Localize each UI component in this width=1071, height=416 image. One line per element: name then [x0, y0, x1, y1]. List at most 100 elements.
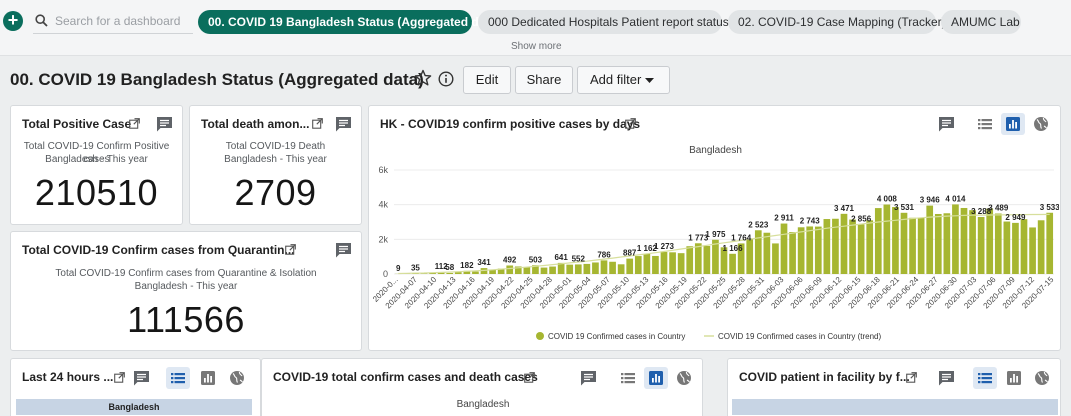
external-link-icon[interactable] [906, 372, 917, 383]
comment-icon[interactable] [938, 116, 955, 133]
table-view-button[interactable] [973, 113, 997, 135]
data-label: 4 008 [877, 195, 898, 204]
bar [429, 272, 436, 274]
bar-chart-icon [201, 371, 215, 385]
share-button[interactable]: Share [515, 66, 573, 94]
bar [506, 265, 514, 274]
bar [934, 213, 942, 274]
list-icon [978, 119, 992, 130]
external-link-icon[interactable] [285, 244, 296, 255]
external-link-icon[interactable] [625, 118, 636, 129]
map-view-button[interactable] [1030, 367, 1054, 389]
chart-view-button[interactable] [196, 367, 220, 389]
data-label: 2 949 [1005, 213, 1026, 222]
map-view-button[interactable] [1029, 113, 1053, 135]
comment-icon[interactable] [335, 242, 352, 259]
comment-icon[interactable] [580, 370, 597, 387]
show-more-link[interactable]: Show more [511, 41, 562, 52]
data-label: 3 531 [894, 203, 915, 212]
legend-label: COVID 19 Confirmed cases in Country (tre… [718, 332, 882, 341]
tab-dedicated-hospitals[interactable]: 000 Dedicated Hospitals Patient report s… [478, 10, 729, 34]
external-link-icon[interactable] [114, 372, 125, 383]
table-header-strip [732, 399, 1058, 415]
trend-line [398, 213, 1050, 275]
tab-covid-bangladesh-status[interactable]: 00. COVID 19 Bangladesh Status (Aggregat… [198, 10, 500, 34]
bar [1003, 221, 1011, 274]
external-link-icon[interactable] [129, 118, 140, 129]
dashboard-search-input[interactable] [55, 12, 190, 30]
data-label: 1 975 [705, 230, 726, 239]
data-label: 58 [445, 263, 454, 272]
bar [754, 230, 762, 274]
bar [994, 213, 1002, 274]
add-dashboard-button[interactable]: + [3, 11, 23, 31]
bar-chart-icon [649, 371, 663, 385]
card-period: Bangladesh - This year [224, 154, 327, 165]
bar [643, 253, 651, 274]
tab-case-mapping-tracker[interactable]: 02. COVID-19 Case Mapping (Tracker) [728, 10, 946, 34]
chart-subtitle: Bangladesh [456, 399, 510, 410]
list-icon [978, 373, 992, 384]
map-view-button[interactable] [225, 367, 249, 389]
comment-icon[interactable] [133, 370, 150, 387]
bar [780, 223, 788, 274]
data-label: 1 773 [688, 233, 709, 242]
data-label: 492 [503, 255, 517, 264]
dashboard-selector-bar: + 00. COVID 19 Bangladesh Status (Aggreg… [0, 0, 1071, 56]
add-filter-label: Add filter [590, 72, 642, 87]
data-label: 503 [529, 255, 543, 264]
search-icon [35, 14, 48, 27]
bar [660, 251, 668, 274]
dashboard-title: 00. COVID 19 Bangladesh Status (Aggregat… [10, 70, 424, 89]
bar [917, 217, 925, 274]
data-label: 1 162 [637, 244, 658, 253]
edit-button[interactable]: Edit [463, 66, 511, 94]
comment-icon[interactable] [938, 370, 955, 387]
data-label: 35 [411, 263, 420, 272]
panel-title: COVID patient in facility by f... [739, 370, 910, 384]
bar [737, 243, 745, 274]
external-link-icon[interactable] [312, 118, 323, 129]
info-icon[interactable] [438, 71, 454, 87]
card-subtitle: Total COVID-19 Death [225, 141, 326, 152]
bar [874, 208, 882, 274]
table-view-button[interactable] [973, 367, 997, 389]
data-label: 786 [597, 250, 611, 259]
confirm-and-death-panel: COVID-19 total confirm cases and death c… [261, 358, 703, 416]
bar [523, 267, 531, 274]
map-view-button[interactable] [672, 367, 696, 389]
bar [789, 232, 796, 274]
bar [677, 253, 685, 274]
chart-view-button[interactable] [1001, 113, 1025, 135]
y-tick-label: 0 [383, 269, 388, 279]
add-filter-button[interactable]: Add filter [577, 66, 670, 94]
tab-amumc-lab[interactable]: AMUMC Lab [941, 10, 1021, 34]
table-view-button[interactable] [616, 367, 640, 389]
bar [514, 266, 522, 274]
comment-icon[interactable] [156, 116, 173, 133]
table-view-button[interactable] [166, 367, 190, 389]
bar [566, 264, 574, 274]
bar [806, 226, 814, 274]
globe-icon [677, 371, 691, 385]
legend-label: COVID 19 Confirmed cases in Country [548, 332, 685, 341]
card-subtitle: Total COVID-19 Confirm Positive cases [23, 141, 170, 165]
bar [1046, 212, 1054, 274]
data-label: 1 764 [731, 233, 752, 242]
bar [746, 238, 754, 274]
globe-icon [230, 371, 244, 385]
bar [497, 268, 505, 274]
bar [437, 272, 445, 274]
bar [540, 267, 548, 274]
bar [652, 255, 659, 274]
star-icon[interactable] [414, 69, 432, 87]
bar [669, 252, 676, 274]
comment-icon[interactable] [335, 116, 352, 133]
data-label: 887 [623, 249, 637, 258]
external-link-icon[interactable] [524, 372, 535, 383]
bar [626, 258, 634, 274]
chart-view-button[interactable] [644, 367, 668, 389]
bar [960, 207, 968, 274]
chart-view-button[interactable] [1002, 367, 1026, 389]
bar [943, 213, 951, 274]
